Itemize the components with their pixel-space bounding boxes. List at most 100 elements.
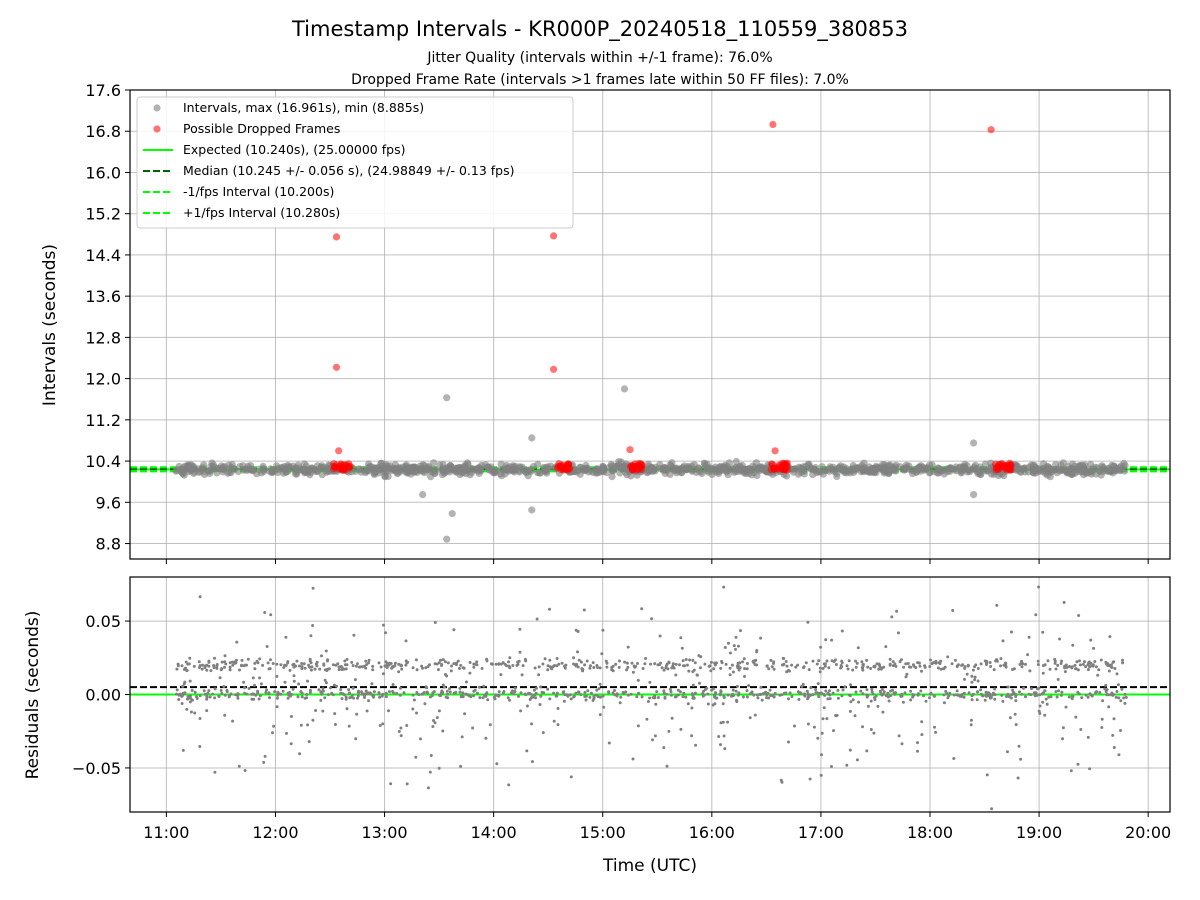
residual-point [458,690,462,694]
residual-point [929,691,933,695]
legend-label-expected: Expected (10.240s), (25.00000 fps) [183,142,405,157]
residual-point [518,627,522,631]
residual-point [946,696,950,700]
intervals-ticks: 8.8 9.6 10.4 11.2 12.0 12.8 13.6 14.4 15.2 16.0 16… [85,81,1149,564]
residual-point [541,662,545,666]
residual-point [548,665,552,669]
residual-point [268,667,272,671]
x-tick-label: 17:00 [798,823,844,842]
interval-point [268,469,276,477]
residual-point [1001,639,1005,643]
interval-point [430,459,438,467]
residual-point [321,709,325,713]
interval-point [496,470,504,478]
residual-point [183,691,187,695]
residual-point [363,696,366,699]
residual-point [371,664,375,668]
residual-point [266,661,270,665]
residual-point [183,680,187,684]
residual-point [788,691,792,695]
interval-point [502,461,510,470]
interval-point [318,471,326,479]
interval-point [185,465,194,473]
residual-point [782,657,786,660]
residual-point [1076,668,1080,672]
residual-point [521,664,525,668]
residual-point [238,668,241,672]
dropped-frame-point [995,460,1003,469]
residual-point [384,695,388,699]
residual-point [1040,692,1044,696]
residual-point [311,718,315,722]
residual-point [764,690,768,694]
residual-point [351,686,355,690]
residual-point [770,665,774,669]
residual-point [333,723,337,726]
residual-point [242,664,246,668]
residual-point [942,693,946,697]
residual-point [548,658,552,662]
residual-point [1097,668,1101,672]
interval-point [448,509,456,518]
residual-point [188,679,192,683]
residual-point [942,701,946,705]
residual-point [251,676,255,680]
residual-point [583,663,587,667]
residual-point [939,659,943,663]
residual-point [887,699,891,703]
residual-point [424,666,428,670]
residual-point [877,667,881,671]
residual-point [281,689,285,693]
residual-point [758,693,762,696]
residual-point [1084,665,1088,669]
residual-point [785,664,789,668]
residual-point [240,658,244,662]
residual-point [1111,733,1115,737]
chart-title: Timestamp Intervals - KR000P_20240518_11… [291,17,908,42]
interval-point [469,465,477,473]
residual-point [916,741,919,745]
residual-point [1111,693,1115,697]
residual-point [1013,712,1017,716]
residual-point [891,664,895,668]
interval-point [1093,464,1101,472]
residual-point [352,633,356,637]
residual-point [300,665,304,669]
residual-point [497,690,501,694]
residual-point [636,662,639,665]
residual-point [564,663,568,667]
residual-point [755,650,759,654]
residual-point [1063,670,1067,674]
residual-point [1009,696,1013,700]
chart-subtitle-dropped: Dropped Frame Rate (intervals >1 frames … [351,72,849,88]
residual-point [1108,635,1112,639]
residual-point [684,695,688,699]
residual-point [532,688,536,692]
residual-point [314,709,318,712]
residual-point [656,696,660,699]
residual-point [655,690,659,694]
residual-point [1064,705,1068,709]
interval-point [1068,470,1076,478]
residual-point [817,659,821,663]
residual-point [1059,662,1063,665]
x-tick-label: 15:00 [580,823,626,842]
residual-point [355,712,359,716]
residual-point [354,664,358,668]
residual-point [692,696,696,700]
residual-point [962,695,966,699]
residual-point [517,694,520,698]
residual-point [326,693,330,697]
residual-point [849,700,853,704]
residual-point [806,722,810,726]
residual-point [882,665,886,669]
residual-point [546,664,550,668]
residual-point [537,665,541,669]
residual-point [320,692,324,696]
residual-point [984,694,988,698]
residual-point [859,689,863,693]
residual-point [981,694,985,698]
residual-point [588,695,592,699]
residual-point [533,666,537,670]
interval-point [943,465,951,473]
